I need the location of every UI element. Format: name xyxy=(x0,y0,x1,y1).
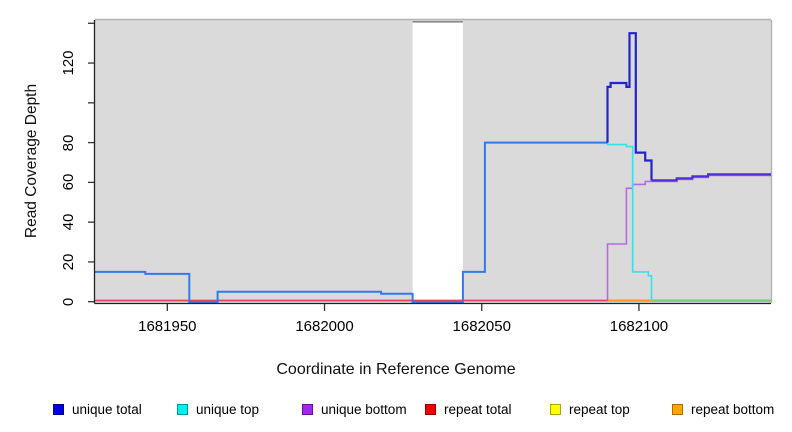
y-axis-title: Read Coverage Depth xyxy=(23,83,40,238)
x-tick-label: 1682050 xyxy=(452,318,511,335)
legend-item-unique-bottom: unique bottom xyxy=(302,401,407,417)
legend-label: unique bottom xyxy=(321,401,407,417)
unique-total-line-peak xyxy=(606,32,653,181)
legend-item-repeat-total: repeat total xyxy=(425,401,512,417)
y-tick-label: 80 xyxy=(60,134,77,151)
legend-label: unique top xyxy=(196,401,260,417)
legend-label: unique total xyxy=(72,401,142,417)
legend-swatch-icon xyxy=(177,403,188,415)
legend-swatch-icon xyxy=(672,403,683,415)
legend-label: repeat bottom xyxy=(691,401,775,417)
y-tick-label: 20 xyxy=(60,253,77,271)
legend-swatch-icon xyxy=(550,403,561,415)
legend-swatch-icon xyxy=(302,403,313,415)
x-axis-title: Coordinate in Reference Genome xyxy=(276,361,516,378)
y-tick-label: 120 xyxy=(60,50,77,76)
legend-item-unique-total: unique total xyxy=(53,401,142,417)
legend-item-unique-top: unique top xyxy=(177,401,260,417)
x-tick-label: 1681950 xyxy=(138,318,197,335)
y-tick-label: 0 xyxy=(60,297,77,306)
unique-total-line-tail xyxy=(651,173,771,182)
gap-region-band xyxy=(412,21,463,303)
unique-total-line-blend-left xyxy=(95,141,608,304)
legend-swatch-icon xyxy=(53,403,64,415)
legend-label: repeat top xyxy=(569,401,630,417)
x-tick-label: 1682000 xyxy=(295,318,354,335)
legend-swatch-icon xyxy=(425,403,436,415)
unique-top-line xyxy=(484,141,771,302)
legend-label: repeat total xyxy=(444,401,512,417)
y-tick-label: 40 xyxy=(60,213,77,231)
legend-item-repeat-top: repeat top xyxy=(550,401,630,417)
x-tick-label: 1682100 xyxy=(609,318,669,335)
legend-item-repeat-bottom: repeat bottom xyxy=(672,401,775,417)
y-tick-label: 60 xyxy=(60,174,77,191)
